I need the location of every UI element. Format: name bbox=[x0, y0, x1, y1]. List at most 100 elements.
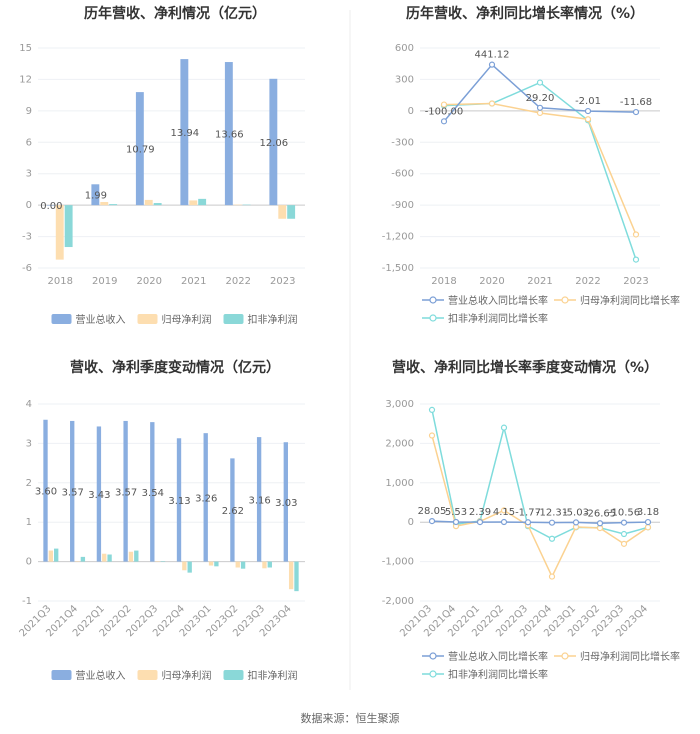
bar-营业总收入-2023 bbox=[269, 78, 278, 206]
data-label: 2.39 bbox=[469, 507, 491, 518]
chart-4: 营收、净利同比增长率季度变动情况（%） -2,000 -1,000 0 1,000 2,0… bbox=[382, 359, 680, 681]
point-归母净利润同比增长率-2023Q4 bbox=[644, 524, 652, 531]
legend-label: 归母净利润 bbox=[162, 669, 212, 682]
point-营业总收入同比增长率-2023Q1 bbox=[572, 519, 580, 526]
y-tick-label: 3,000 bbox=[385, 399, 414, 410]
legend-swatch bbox=[51, 314, 72, 324]
line-归母净利润同比增长率 bbox=[431, 435, 649, 579]
point-营业总收入同比增长率-2023Q4 bbox=[644, 518, 652, 526]
point-扣非净利润同比增长率-2021 bbox=[536, 79, 544, 86]
bar-营业总收入-2022Q2 bbox=[123, 420, 128, 562]
chart-3: 营收、净利季度变动情况（亿元）-1012342021Q33.602021Q43.… bbox=[18, 359, 305, 682]
point-营业总收入同比增长率-2023Q3 bbox=[620, 519, 628, 526]
y-tick-label: 4 bbox=[26, 399, 32, 410]
bar-归母净利润-2020 bbox=[144, 199, 153, 206]
bar-营业总收入-2020 bbox=[135, 92, 144, 206]
point-归母净利润同比增长率-2021 bbox=[536, 109, 544, 117]
point-扣非净利润同比增长率-2023Q3 bbox=[620, 530, 628, 538]
y-tick-label: 1,000 bbox=[385, 478, 414, 489]
y-tick-label: 2,000 bbox=[385, 438, 414, 449]
bar-营业总收入-2021 bbox=[180, 59, 189, 206]
point-营业总收入同比增长率-2022 bbox=[584, 107, 592, 115]
data-label: 3.16 bbox=[248, 495, 270, 506]
x-tick-label: 2020 bbox=[137, 276, 162, 287]
y-tick-label: -6 bbox=[22, 263, 32, 274]
data-label: -100.00 bbox=[425, 106, 464, 117]
bar-归母净利润-2022Q1 bbox=[102, 553, 107, 562]
bar-扣非净利润-2022Q3 bbox=[160, 561, 166, 562]
y-tick-label: 600 bbox=[395, 43, 414, 54]
chart-title: 历年营收、净利情况（亿元） bbox=[84, 5, 266, 22]
y-tick-label: -600 bbox=[391, 169, 414, 180]
data-source: 数据来源：恒生聚源 bbox=[301, 711, 400, 725]
data-label: 3.18 bbox=[637, 507, 659, 518]
bar-扣非净利润-2023Q4 bbox=[294, 561, 299, 592]
y-tick-label: 15 bbox=[19, 43, 32, 54]
chart-title: 历年营收、净利同比增长率情况（%） bbox=[406, 5, 644, 22]
bar-扣非净利润-2021Q4 bbox=[80, 556, 86, 562]
data-label: 4.15 bbox=[493, 507, 515, 518]
point-营业总收入同比增长率-2021Q4 bbox=[452, 518, 460, 526]
data-label: 10.79 bbox=[126, 145, 155, 156]
x-tick-label: 2019 bbox=[92, 276, 117, 287]
legend-label: 营业总收入 bbox=[76, 669, 126, 682]
data-label: 3.60 bbox=[35, 487, 57, 498]
bar-营业总收入-2023Q2 bbox=[230, 458, 235, 562]
data-label: 2.62 bbox=[222, 506, 244, 517]
legend-marker bbox=[429, 670, 437, 678]
bar-归母净利润-2019 bbox=[100, 202, 109, 206]
y-tick-label: 0 bbox=[26, 557, 32, 568]
y-tick-label: -300 bbox=[391, 137, 414, 148]
point-归母净利润同比增长率-2023 bbox=[632, 231, 640, 238]
y-tick-label: 300 bbox=[395, 74, 414, 85]
bar-归母净利润-2023Q2 bbox=[235, 561, 240, 568]
point-营业总收入同比增长率-2022Q2 bbox=[500, 518, 508, 526]
y-tick-label: 2 bbox=[26, 478, 32, 489]
bar-营业总收入-2023Q1 bbox=[203, 433, 208, 562]
bar-扣非净利润-2022Q4 bbox=[187, 561, 192, 573]
bar-扣非净利润-2021Q3 bbox=[54, 548, 59, 562]
data-label: 3.54 bbox=[142, 488, 164, 499]
x-tick-label: 2022 bbox=[226, 276, 251, 287]
line-归母净利润同比增长率 bbox=[443, 102, 637, 235]
legend-label: 扣非净利润 bbox=[248, 313, 298, 326]
legend-swatch bbox=[51, 670, 72, 680]
data-label: -1.77 bbox=[515, 507, 541, 518]
bar-扣非净利润-2021 bbox=[198, 198, 207, 206]
point-营业总收入同比增长率-2022Q1 bbox=[476, 519, 484, 526]
x-tick-label: 2022 bbox=[575, 276, 600, 287]
data-label: 13.66 bbox=[215, 130, 244, 141]
data-label: 12.06 bbox=[260, 138, 289, 149]
y-tick-label: -2,000 bbox=[382, 596, 414, 607]
y-tick-label: 3 bbox=[26, 438, 32, 449]
point-营业总收入同比增长率-2023 bbox=[632, 108, 640, 116]
bar-归母净利润-2023Q1 bbox=[208, 561, 214, 566]
point-营业总收入同比增长率-2023Q2 bbox=[596, 520, 604, 527]
chart-1: 历年营收、净利情况（亿元） -6 -3 0 3 6 9 12 15 2018 0.00 2019 1.9… bbox=[19, 5, 305, 326]
point-归母净利润同比增长率-2022Q2 bbox=[500, 507, 508, 514]
y-tick-label: 0 bbox=[408, 106, 414, 117]
data-label: 0.00 bbox=[40, 201, 62, 212]
bar-归母净利润-2021 bbox=[189, 200, 198, 206]
bar-归母净利润-2023 bbox=[278, 205, 287, 219]
bar-扣非净利润-2018 bbox=[64, 205, 73, 248]
legend-marker bbox=[429, 652, 437, 660]
y-tick-label: 6 bbox=[26, 137, 32, 148]
bar-归母净利润-2022Q4 bbox=[182, 561, 187, 571]
data-label: -5.03 bbox=[563, 507, 589, 518]
data-label: 3.43 bbox=[88, 490, 110, 501]
x-tick-label: 2021 bbox=[527, 276, 552, 287]
legend-marker bbox=[429, 296, 437, 304]
legend-label: 扣非净利润 bbox=[248, 669, 298, 682]
bar-营业总收入-2023Q3 bbox=[256, 437, 262, 562]
x-tick-label: 2023 bbox=[270, 276, 295, 287]
legend-swatch bbox=[223, 314, 244, 324]
data-label: 29.20 bbox=[526, 93, 555, 104]
data-label: -26.65 bbox=[584, 508, 616, 519]
bar-营业总收入-2022Q3 bbox=[150, 422, 155, 562]
data-label: -10.56 bbox=[608, 508, 640, 519]
data-label: 5.53 bbox=[445, 507, 467, 518]
legend-marker bbox=[429, 314, 437, 322]
point-营业总收入同比增长率-2021 bbox=[536, 104, 544, 111]
y-tick-label: 0 bbox=[408, 517, 414, 528]
